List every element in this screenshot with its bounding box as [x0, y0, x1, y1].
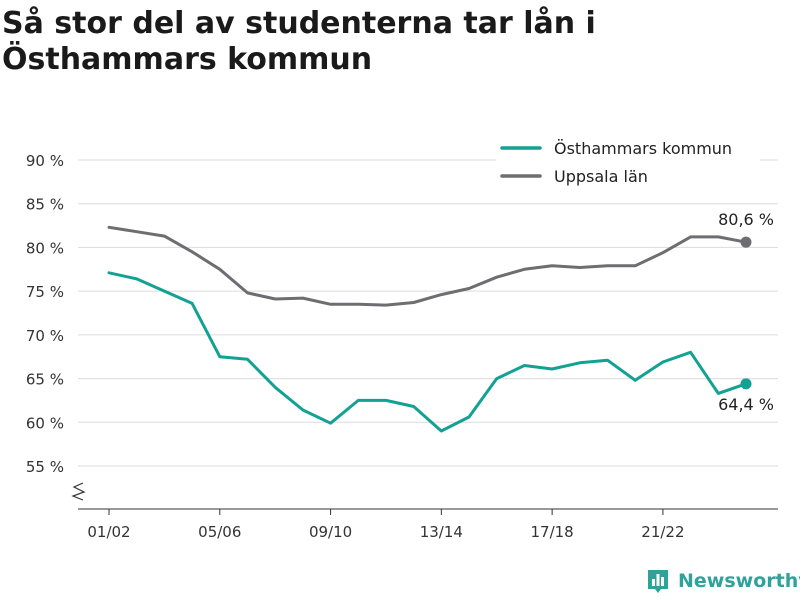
- brand-logo: Newsworthy: [646, 568, 800, 594]
- x-tick-label: 01/02: [87, 523, 130, 541]
- x-tick-label: 21/22: [641, 523, 684, 541]
- legend-label-1: Östhammars kommun: [554, 139, 732, 158]
- series-line-1: [107, 271, 748, 433]
- series-end-point-2: [740, 236, 752, 248]
- y-tick-label: 75 %: [26, 283, 64, 301]
- y-tick-label: 90 %: [26, 152, 64, 170]
- series-lines: [107, 225, 752, 433]
- x-tick-label: 05/06: [198, 523, 241, 541]
- series-line-2: [107, 225, 748, 307]
- legend: Östhammars kommun Uppsala län: [496, 132, 760, 190]
- legend-label-2: Uppsala län: [554, 167, 648, 186]
- end-labels: 64,4 % 80,6 %: [718, 210, 774, 414]
- axes: 55 % 60 % 65 % 70 % 75 % 80 % 85 % 90 % 01/02 05/…: [26, 152, 778, 541]
- x-tick-label: 17/18: [531, 523, 574, 541]
- y-tick-label: 65 %: [26, 371, 64, 389]
- y-tick-label: 85 %: [26, 196, 64, 214]
- brand-name: Newsworthy: [678, 570, 800, 592]
- y-tick-label: 80 %: [26, 239, 64, 257]
- series-end-point-1: [740, 378, 752, 390]
- y-tick-label: 70 %: [26, 327, 64, 345]
- bar-chart-logo-icon: [648, 570, 668, 593]
- axis-break-icon: [71, 482, 86, 501]
- legend-background: [496, 132, 760, 190]
- y-tick-label: 60 %: [26, 414, 64, 432]
- chart-title: Så stor del av studenterna tar lån i Öst…: [2, 6, 596, 77]
- end-label-series-1: 64,4 %: [718, 395, 774, 414]
- x-tick-label: 09/10: [309, 523, 352, 541]
- x-tick-label: 13/14: [420, 523, 463, 541]
- end-label-series-2: 80,6 %: [718, 210, 774, 229]
- y-tick-label: 55 %: [26, 458, 64, 476]
